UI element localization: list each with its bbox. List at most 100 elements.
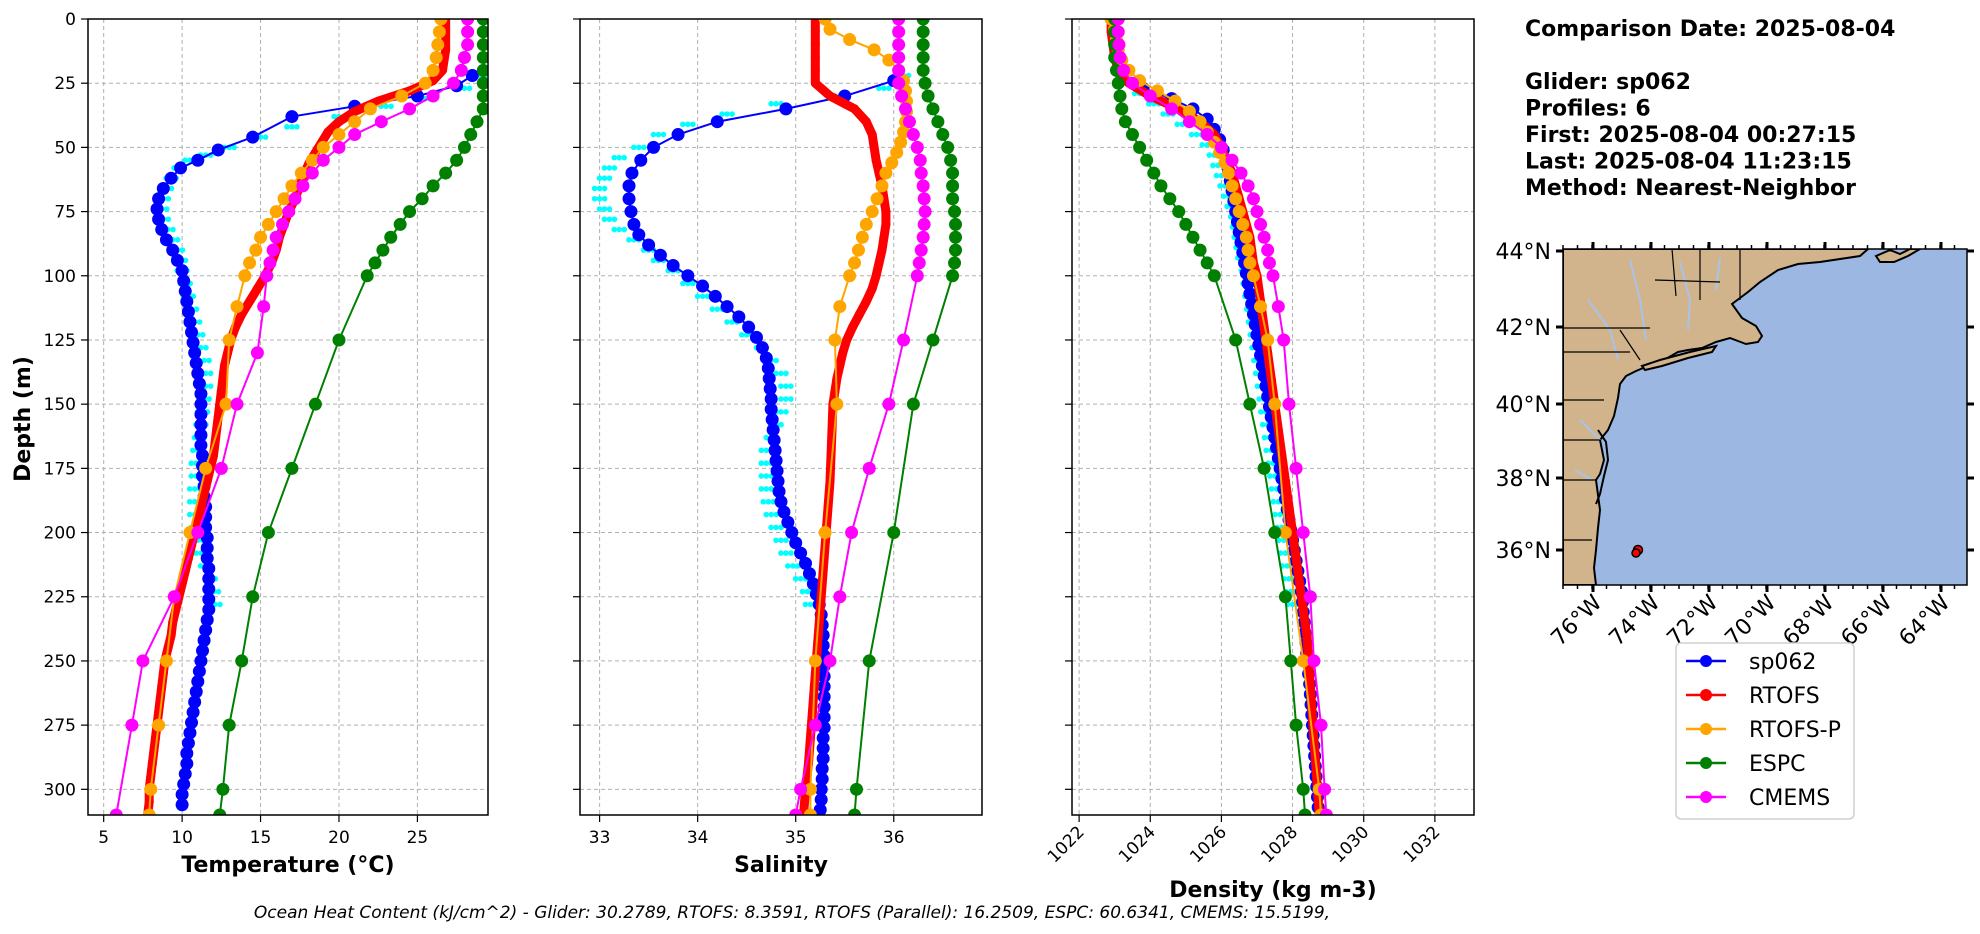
series-point-sp062 <box>185 716 199 730</box>
series-point-cmems <box>1225 153 1239 167</box>
glider-raw-point <box>778 550 784 556</box>
series-point-rtofs <box>193 515 203 525</box>
series-point-espc <box>368 256 382 270</box>
series-point-sp062 <box>742 320 756 334</box>
series-point-espc <box>949 217 963 231</box>
glider-raw-point <box>1259 421 1266 428</box>
series-point-sp062 <box>202 572 216 586</box>
series-point-espc <box>948 256 962 270</box>
plot-area <box>591 19 963 815</box>
series-point-sp062 <box>200 551 214 565</box>
glider-raw-point <box>626 237 632 243</box>
glider-raw-point <box>165 216 172 223</box>
glider-raw-point <box>729 111 735 117</box>
series-point-rtofs-p <box>431 38 445 52</box>
series-point-sp062 <box>180 294 194 308</box>
series-point-sp062 <box>202 603 216 617</box>
series-point-rtofs-p <box>1296 654 1310 668</box>
series-point-sp062 <box>186 336 200 350</box>
series-point-rtofs-p <box>870 192 884 206</box>
y-tick-label: 275 <box>44 716 76 736</box>
series-point-cmems <box>457 51 471 65</box>
glider-raw-point <box>763 486 770 492</box>
glider-raw-point <box>201 357 207 364</box>
glider-raw-point <box>631 144 637 151</box>
glider-raw-point <box>784 563 791 569</box>
series-point-espc <box>393 217 407 231</box>
series-point-sp062 <box>152 212 166 226</box>
series-point-espc <box>415 192 429 206</box>
series-point-espc <box>464 128 478 142</box>
series-point-cmems <box>892 63 906 77</box>
series-point-rtofs <box>1305 682 1315 692</box>
glider-raw-point <box>1263 447 1270 454</box>
series-point-sp062 <box>764 402 778 416</box>
series-point-rtofs-p <box>1193 115 1207 129</box>
series-point-sp062 <box>634 153 648 167</box>
series-point-sp062 <box>159 233 173 247</box>
series-point-sp062 <box>185 325 199 339</box>
series-point-sp062 <box>175 798 189 812</box>
series-point-espc <box>1147 166 1161 180</box>
series-point-cmems <box>862 461 876 475</box>
series-point-sp062 <box>642 238 656 252</box>
glider-raw-point <box>804 588 811 595</box>
glider-raw-point <box>1270 498 1277 505</box>
glider-raw-point <box>606 175 613 181</box>
glider-raw-point <box>1268 486 1275 492</box>
glider-raw-point <box>724 111 730 117</box>
x-axis-label: Density (kg m-3) <box>1169 878 1377 903</box>
glider-raw-point <box>763 473 770 479</box>
series-point-rtofs-p <box>395 89 409 103</box>
series-point-cmems <box>374 115 388 129</box>
glider-raw-point <box>606 206 613 212</box>
glider-raw-point <box>650 257 657 264</box>
series-point-cmems <box>125 718 139 732</box>
glider-raw-point <box>1213 172 1220 179</box>
legend-marker-espc <box>1700 757 1712 769</box>
series-point-sp062 <box>816 731 830 745</box>
legend-box <box>1675 642 1855 820</box>
series-point-sp062 <box>175 787 189 801</box>
glider-raw-point <box>601 185 608 192</box>
series-point-rtofs-p <box>432 25 446 39</box>
glider-raw-point <box>257 134 264 140</box>
x-tick-label: 15 <box>250 828 272 848</box>
series-point-rtofs <box>810 53 820 63</box>
series-point-sp062 <box>174 161 188 175</box>
series-point-rtofs-p <box>1268 397 1282 411</box>
glider-raw-point <box>170 226 176 233</box>
series-point-rtofs-p <box>1222 166 1236 180</box>
glider-raw-point <box>641 144 647 151</box>
series-point-sp062 <box>622 192 636 206</box>
series-point-cmems <box>1319 808 1333 815</box>
map-state-borders <box>1563 249 1741 541</box>
series-point-rtofs <box>157 682 167 692</box>
series-point-espc <box>213 808 227 815</box>
glider-raw-point <box>203 344 209 351</box>
series-point-sp062 <box>789 536 803 550</box>
series-point-sp062 <box>177 777 191 791</box>
legend-label-rtofs-p: RTOFS-P <box>1749 718 1841 743</box>
location-map: 44°N 42°N 40°N 38°N 36°N 76°W74°W72°W70°W68°W… <box>1496 240 1974 651</box>
series-point-espc <box>1229 333 1243 347</box>
series-point-sp062 <box>177 274 191 288</box>
glider-raw-point <box>196 319 203 325</box>
x-tick-label: 1024 <box>1115 822 1160 867</box>
series-point-sp062 <box>779 102 793 116</box>
series-point-espc <box>476 25 488 39</box>
glider-raw-point <box>215 588 222 595</box>
glider-raw-point <box>636 144 642 151</box>
series-point-cmems <box>845 526 859 540</box>
y-tick-label: 200 <box>44 524 76 544</box>
glider-raw-point <box>191 498 198 505</box>
series-point-sp062 <box>178 767 192 781</box>
series-point-rtofs-p <box>803 808 817 815</box>
series-point-rtofs <box>877 245 887 255</box>
ohc-footer: Ocean Heat Content (kJ/cm^2) - Glider: 3… <box>254 903 1330 923</box>
glider-raw-point <box>876 85 882 92</box>
series-point-rtofs <box>871 155 881 165</box>
info-text-block: Comparison Date: 2025-08-04 Glider: sp062… <box>1525 17 1895 201</box>
x-tick-label: 1026 <box>1186 822 1231 867</box>
legend-label-sp062: sp062 <box>1749 650 1816 675</box>
